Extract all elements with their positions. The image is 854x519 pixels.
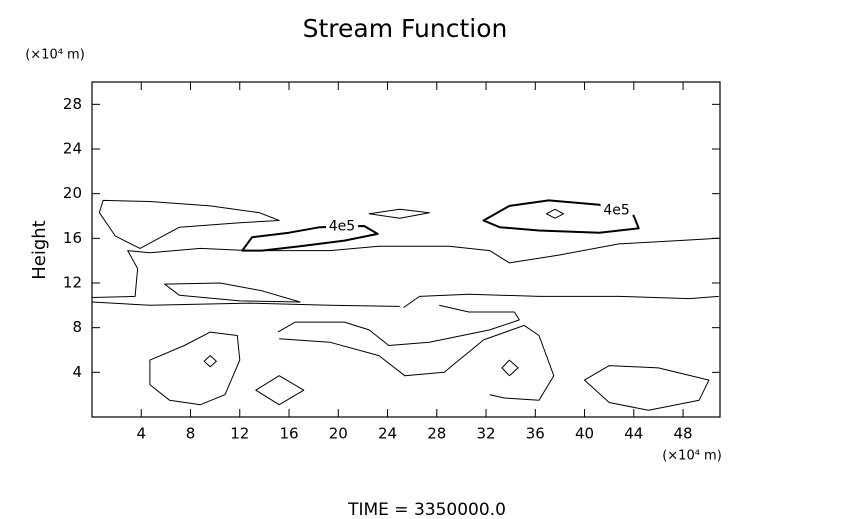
x-tick-label: 36 xyxy=(526,425,545,443)
contour-line xyxy=(149,331,241,406)
y-tick-label: 20 xyxy=(63,184,82,202)
y-axis-label: Height xyxy=(29,220,50,280)
chart-title: Stream Function xyxy=(303,14,508,43)
contour-line xyxy=(368,208,430,219)
contour-label-bg xyxy=(325,218,358,235)
contour-line xyxy=(482,199,640,234)
contour-line xyxy=(164,282,301,303)
x-tick-label: 32 xyxy=(476,425,495,443)
y-tick-label: 4 xyxy=(72,363,82,381)
contour-label-bg xyxy=(600,202,633,219)
y-unit: (×10⁴ m) xyxy=(25,48,85,63)
y-tick-label: 8 xyxy=(72,318,82,336)
y-tick-label: 16 xyxy=(63,229,82,247)
contour-line xyxy=(203,355,217,368)
contour-line xyxy=(98,199,280,249)
x-tick-label: 44 xyxy=(624,425,643,443)
x-tick-label: 16 xyxy=(279,425,298,443)
y-tick-label: 28 xyxy=(63,95,82,113)
x-tick-label: 28 xyxy=(427,425,446,443)
contour-line xyxy=(584,365,710,411)
contour-line xyxy=(501,359,519,377)
x-tick-label: 4 xyxy=(136,425,146,443)
contour-label: 4e5 xyxy=(603,202,629,218)
x-tick-label: 40 xyxy=(575,425,594,443)
plot-frame xyxy=(91,81,721,418)
contour-line xyxy=(241,225,379,252)
x-unit: (×10⁴ m) xyxy=(662,449,722,464)
x-tick-label: 24 xyxy=(378,425,397,443)
contour-line xyxy=(91,301,400,307)
contour-label: 4e5 xyxy=(329,219,355,235)
y-tick-label: 24 xyxy=(63,140,82,158)
x-tick-label: 12 xyxy=(230,425,249,443)
y-tick-label: 12 xyxy=(63,274,82,292)
x-tick-label: 8 xyxy=(186,425,196,443)
contour-line xyxy=(403,293,719,309)
contour-line xyxy=(279,324,555,401)
x-tick-label: 20 xyxy=(329,425,348,443)
contour-line xyxy=(255,375,305,406)
contour-line xyxy=(91,237,719,298)
contour-line xyxy=(277,304,520,346)
x-tick-label: 48 xyxy=(674,425,693,443)
contour-line xyxy=(545,208,565,219)
footer: TIME = 3350000.0 xyxy=(347,500,506,519)
